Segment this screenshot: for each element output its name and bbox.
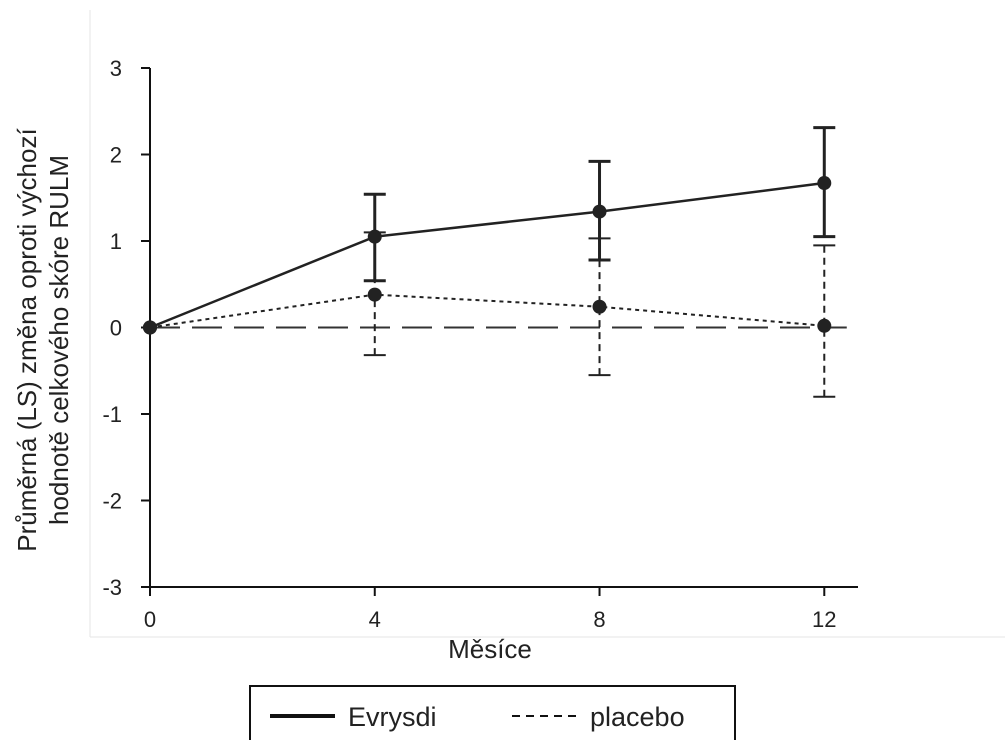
legend: Evrysdi placebo bbox=[249, 685, 736, 740]
x-axis-label: Měsíce bbox=[448, 634, 532, 664]
legend-label-placebo: placebo bbox=[590, 702, 685, 732]
point-placebo-12 bbox=[817, 318, 832, 333]
y-axis-label-line-1: Průměrná (LS) změna oproti výchozí bbox=[12, 128, 42, 552]
y-tick-label--2: -2 bbox=[102, 489, 122, 514]
y-tick-label--3: -3 bbox=[102, 575, 122, 600]
y-tick-label-1: 1 bbox=[110, 229, 122, 254]
y-tick-label-3: 3 bbox=[110, 56, 122, 81]
series-line-evrysdi bbox=[149, 181, 825, 329]
point-evrysdi-8 bbox=[592, 204, 607, 219]
x-tick-label-8: 8 bbox=[593, 607, 605, 632]
point-placebo-4 bbox=[367, 287, 382, 302]
x-tick-label-4: 4 bbox=[369, 607, 381, 632]
legend-label-evrysdi: Evrysdi bbox=[348, 702, 437, 732]
point-placebo-8 bbox=[592, 299, 607, 314]
x-tick-label-0: 0 bbox=[144, 607, 156, 632]
y-tick-label-0: 0 bbox=[110, 316, 122, 341]
y-axis-label: Průměrná (LS) změna oproti výchozí hodno… bbox=[12, 128, 74, 552]
y-tick-label--1: -1 bbox=[102, 402, 122, 427]
x-tick-label-12: 12 bbox=[812, 607, 836, 632]
series-line-placebo bbox=[149, 293, 825, 329]
point-placebo-0 bbox=[143, 320, 157, 335]
y-axis-label-line-2: hodnotě celkového skóre RULM bbox=[44, 155, 74, 525]
legend-box bbox=[249, 685, 736, 740]
point-evrysdi-12 bbox=[817, 176, 832, 191]
y-tick-label-2: 2 bbox=[110, 143, 122, 168]
